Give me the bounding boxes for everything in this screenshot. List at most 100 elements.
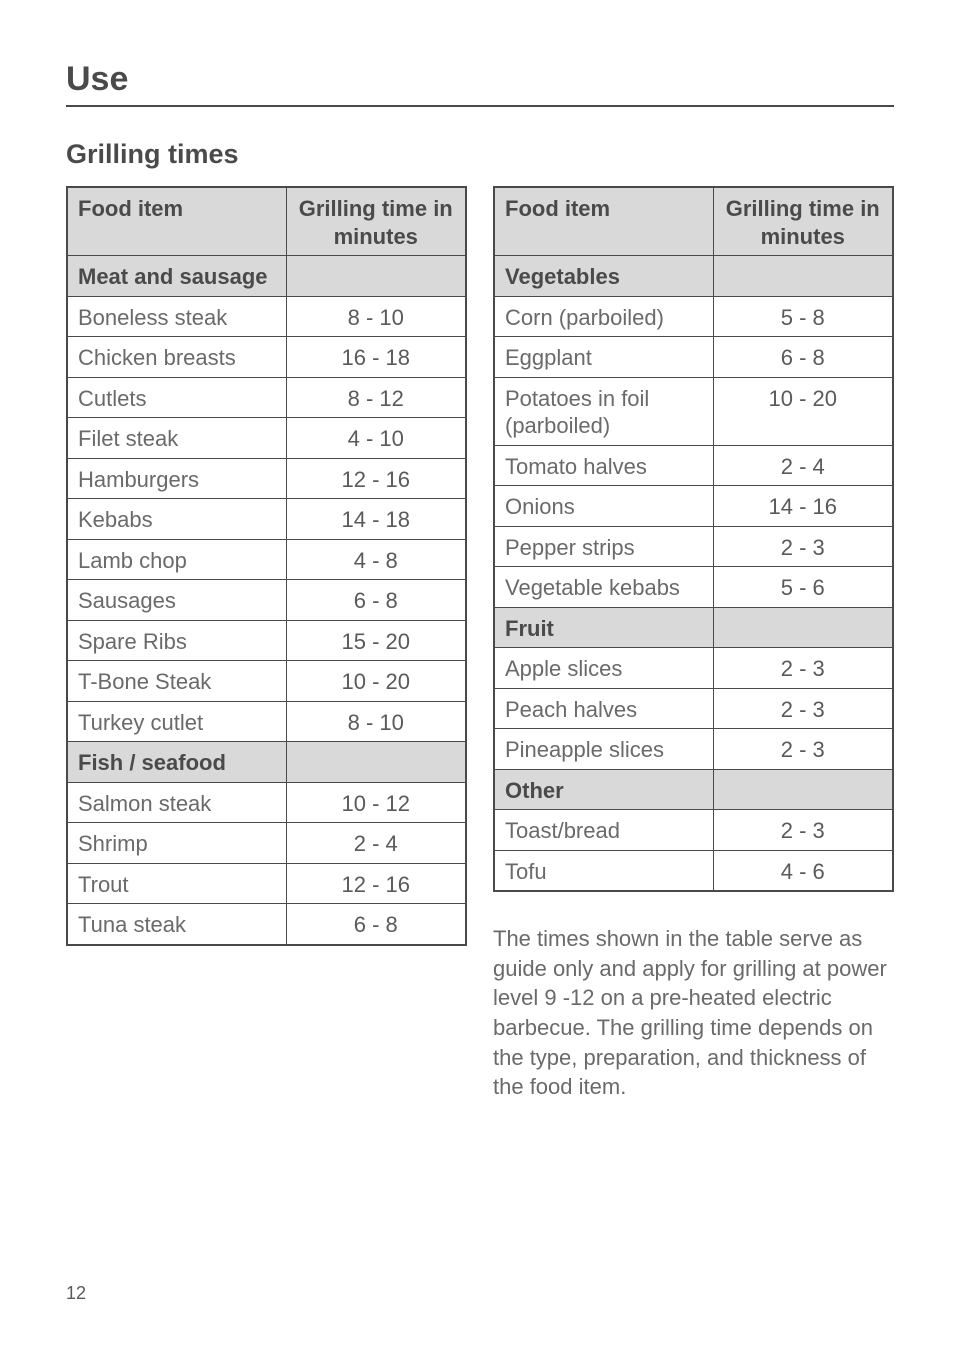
section-title: Grilling times (66, 139, 894, 170)
grilling-time: 2 - 3 (713, 810, 893, 851)
left-column: Food item Grilling time in minutes Meat … (66, 186, 467, 1124)
table-row: Peach halves2 - 3 (494, 688, 893, 729)
food-label: Spare Ribs (67, 620, 286, 661)
grilling-time: 4 - 10 (286, 418, 466, 459)
food-label: Lamb chop (67, 539, 286, 580)
food-label: Onions (494, 486, 713, 527)
header-food-left: Food item (67, 187, 286, 256)
category-label: Fruit (494, 607, 713, 648)
table-row: Spare Ribs15 - 20 (67, 620, 466, 661)
food-label: Cutlets (67, 377, 286, 418)
grilling-time: 5 - 6 (713, 567, 893, 608)
grilling-time: 16 - 18 (286, 337, 466, 378)
table-row: Tuna steak6 - 8 (67, 904, 466, 945)
table-row: Fish / seafood (67, 742, 466, 783)
food-label: Turkey cutlet (67, 701, 286, 742)
food-label: Eggplant (494, 337, 713, 378)
table-row: Pepper strips2 - 3 (494, 526, 893, 567)
food-label: Peach halves (494, 688, 713, 729)
table-row: Lamb chop4 - 8 (67, 539, 466, 580)
food-label: Tofu (494, 850, 713, 891)
table-row: Toast/bread2 - 3 (494, 810, 893, 851)
grilling-time: 8 - 12 (286, 377, 466, 418)
table-row: Boneless steak8 - 10 (67, 296, 466, 337)
category-label: Vegetables (494, 256, 713, 297)
food-label: Filet steak (67, 418, 286, 459)
title-rule (66, 105, 894, 107)
table-row: Pineapple slices2 - 3 (494, 729, 893, 770)
table-row: Other (494, 769, 893, 810)
table-row: Trout12 - 16 (67, 863, 466, 904)
grilling-time: 4 - 8 (286, 539, 466, 580)
table-row: Vegetable kebabs5 - 6 (494, 567, 893, 608)
table-row: Filet steak4 - 10 (67, 418, 466, 459)
page-content: Use Grilling times Food item Grilling ti… (0, 0, 954, 1124)
food-label: Pepper strips (494, 526, 713, 567)
table-row: Fruit (494, 607, 893, 648)
grilling-time: 5 - 8 (713, 296, 893, 337)
food-label: Toast/bread (494, 810, 713, 851)
table-row: Hamburgers12 - 16 (67, 458, 466, 499)
table-row: Salmon steak10 - 12 (67, 782, 466, 823)
table-row: Apple slices2 - 3 (494, 648, 893, 689)
food-label: T-Bone Steak (67, 661, 286, 702)
table-columns: Food item Grilling time in minutes Meat … (66, 186, 894, 1124)
table-row: Corn (parboiled)5 - 8 (494, 296, 893, 337)
table-row: Eggplant6 - 8 (494, 337, 893, 378)
food-label: Boneless steak (67, 296, 286, 337)
grilling-time: 12 - 16 (286, 863, 466, 904)
food-label: Trout (67, 863, 286, 904)
header-food-right: Food item (494, 187, 713, 256)
grilling-time: 8 - 10 (286, 296, 466, 337)
table-row: T-Bone Steak10 - 20 (67, 661, 466, 702)
grilling-time: 12 - 16 (286, 458, 466, 499)
grilling-time: 2 - 4 (713, 445, 893, 486)
food-label: Tuna steak (67, 904, 286, 945)
table-row: Onions14 - 16 (494, 486, 893, 527)
food-label: Potatoes in foil (parboiled) (494, 377, 713, 445)
grilling-time (713, 607, 893, 648)
table-row: Tomato halves2 - 4 (494, 445, 893, 486)
grilling-time (286, 742, 466, 783)
food-label: Vegetable kebabs (494, 567, 713, 608)
food-label: Kebabs (67, 499, 286, 540)
food-label: Corn (parboiled) (494, 296, 713, 337)
grilling-time: 8 - 10 (286, 701, 466, 742)
food-label: Shrimp (67, 823, 286, 864)
grilling-time: 6 - 8 (286, 904, 466, 945)
food-label: Hamburgers (67, 458, 286, 499)
grilling-time: 2 - 3 (713, 526, 893, 567)
table-row: Sausages6 - 8 (67, 580, 466, 621)
category-label: Meat and sausage (67, 256, 286, 297)
grilling-time: 6 - 8 (713, 337, 893, 378)
grilling-time: 4 - 6 (713, 850, 893, 891)
table-row: Tofu4 - 6 (494, 850, 893, 891)
grilling-table-right: Food item Grilling time in minutes Veget… (493, 186, 894, 892)
grilling-time: 14 - 18 (286, 499, 466, 540)
food-label: Salmon steak (67, 782, 286, 823)
grilling-time: 14 - 16 (713, 486, 893, 527)
page-title: Use (66, 60, 894, 99)
right-column: Food item Grilling time in minutes Veget… (493, 186, 894, 1124)
category-label: Fish / seafood (67, 742, 286, 783)
footnote: The times shown in the table serve as gu… (493, 924, 894, 1102)
table-row: Shrimp2 - 4 (67, 823, 466, 864)
table-row: Chicken breasts16 - 18 (67, 337, 466, 378)
food-label: Pineapple slices (494, 729, 713, 770)
table-row: Turkey cutlet8 - 10 (67, 701, 466, 742)
food-label: Sausages (67, 580, 286, 621)
grilling-time (713, 256, 893, 297)
table-row: Potatoes in foil (parboiled)10 - 20 (494, 377, 893, 445)
table-row: Cutlets8 - 12 (67, 377, 466, 418)
grilling-time: 15 - 20 (286, 620, 466, 661)
grilling-time: 10 - 20 (713, 377, 893, 445)
page-number: 12 (66, 1283, 86, 1304)
grilling-time (713, 769, 893, 810)
category-label: Other (494, 769, 713, 810)
grilling-time (286, 256, 466, 297)
grilling-time: 2 - 3 (713, 729, 893, 770)
grilling-time: 10 - 20 (286, 661, 466, 702)
grilling-time: 10 - 12 (286, 782, 466, 823)
food-label: Chicken breasts (67, 337, 286, 378)
table-row: Vegetables (494, 256, 893, 297)
